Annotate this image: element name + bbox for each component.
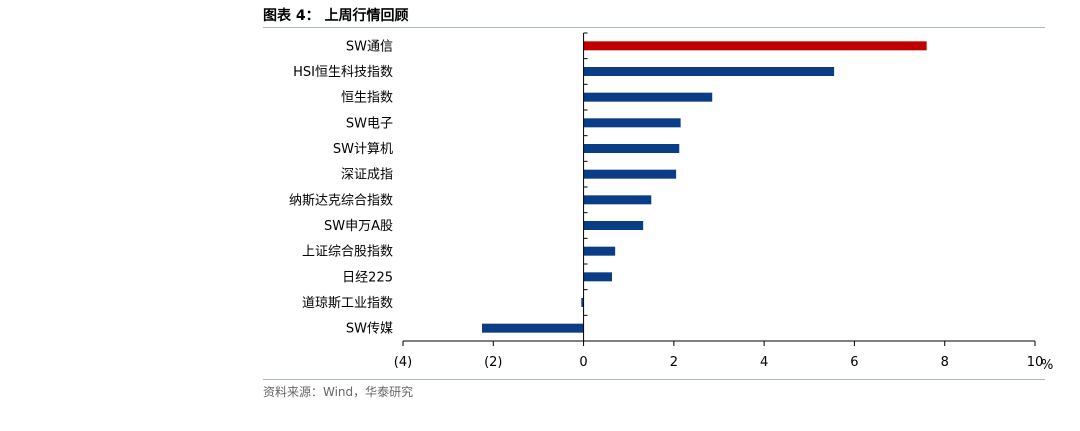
- category-label-3: SW电子: [346, 116, 393, 131]
- category-label-8: 上证综合股指数: [302, 245, 393, 260]
- bar-6: [583, 195, 652, 205]
- x-tick-label-7: 10: [1027, 355, 1044, 370]
- bars-group: [482, 41, 927, 333]
- category-label-6: 纳斯达克综合指数: [289, 193, 393, 208]
- source-note: 资料来源：Wind，华泰研究: [263, 385, 414, 399]
- category-label-0: SW通信: [346, 39, 393, 54]
- bar-9: [583, 272, 613, 282]
- axes-group: [402, 32, 1036, 346]
- x-axis-unit-label: %: [1041, 358, 1053, 373]
- category-label-10: 道琼斯工业指数: [302, 296, 393, 311]
- x-tick-label-3: 2: [670, 355, 678, 370]
- x-tick-label-4: 4: [760, 355, 768, 370]
- x-tick-label-1: (2): [484, 355, 502, 370]
- x-tick-label-6: 8: [941, 355, 949, 370]
- category-label-5: 深证成指: [341, 168, 393, 183]
- bar-1: [583, 67, 835, 76]
- bar-0: [583, 41, 927, 51]
- x-tick-label-0: (4): [394, 355, 412, 370]
- category-label-7: SW申万A股: [324, 219, 393, 234]
- title-rule: [263, 27, 1045, 28]
- bar-10: [581, 298, 584, 307]
- bar-3: [583, 118, 681, 128]
- bar-5: [583, 169, 677, 179]
- category-label-2: 恒生指数: [341, 91, 393, 106]
- x-tick-labels-group: (4) (2) 0 2 4 6 8 10: [394, 355, 1043, 370]
- source-rule: [263, 379, 1045, 380]
- bar-7: [583, 221, 644, 230]
- bar-11: [482, 323, 584, 333]
- category-label-9: 日经225: [342, 270, 393, 285]
- bar-8: [583, 246, 616, 256]
- category-label-1: HSI恒生科技指数: [293, 65, 393, 80]
- bar-4: [583, 144, 680, 153]
- x-tick-label-5: 6: [850, 355, 858, 370]
- category-label-11: SW传媒: [346, 322, 393, 337]
- bar-2: [583, 92, 713, 102]
- category-label-4: SW计算机: [333, 142, 393, 157]
- x-tick-label-2: 0: [579, 355, 587, 370]
- figure-title: 图表 4： 上周行情回顾: [263, 8, 409, 24]
